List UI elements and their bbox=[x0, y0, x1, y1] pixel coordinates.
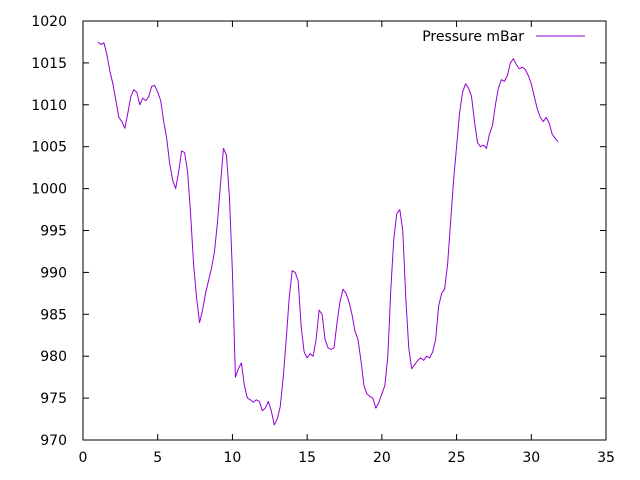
x-tick-label: 35 bbox=[597, 450, 615, 466]
x-tick-label: 25 bbox=[448, 450, 466, 466]
y-axis: 970 975 980 985 990 995 1000 1005 1010 1015 1020 bbox=[31, 14, 606, 449]
y-tick-label: 1000 bbox=[31, 182, 67, 198]
plot-frame bbox=[82, 20, 607, 441]
y-tick-label: 990 bbox=[40, 265, 67, 281]
x-tick-label: 15 bbox=[298, 450, 316, 466]
series-group bbox=[97, 41, 559, 426]
x-tick-label: 5 bbox=[153, 450, 162, 466]
y-tick-label: 1010 bbox=[31, 98, 67, 114]
y-tick-label: 975 bbox=[40, 391, 67, 407]
plot-area bbox=[82, 20, 607, 441]
y-tick-label: 1005 bbox=[31, 140, 67, 156]
y-tick-label: 980 bbox=[40, 349, 67, 365]
legend: Pressure mBar bbox=[422, 29, 585, 45]
x-axis: 0 5 10 15 20 25 30 35 bbox=[79, 21, 615, 466]
y-tick-label: 1015 bbox=[31, 56, 67, 72]
series-line-pressure bbox=[97, 41, 559, 426]
x-tick-label: 20 bbox=[373, 450, 391, 466]
x-tick-label: 10 bbox=[224, 450, 242, 466]
x-tick-label: 0 bbox=[79, 450, 88, 466]
y-tick-label: 970 bbox=[40, 433, 67, 449]
legend-label: Pressure mBar bbox=[422, 29, 524, 45]
x-tick-label: 30 bbox=[522, 450, 540, 466]
y-tick-label: 1020 bbox=[31, 14, 67, 30]
y-tick-label: 985 bbox=[40, 307, 67, 323]
y-tick-label: 995 bbox=[40, 224, 67, 240]
